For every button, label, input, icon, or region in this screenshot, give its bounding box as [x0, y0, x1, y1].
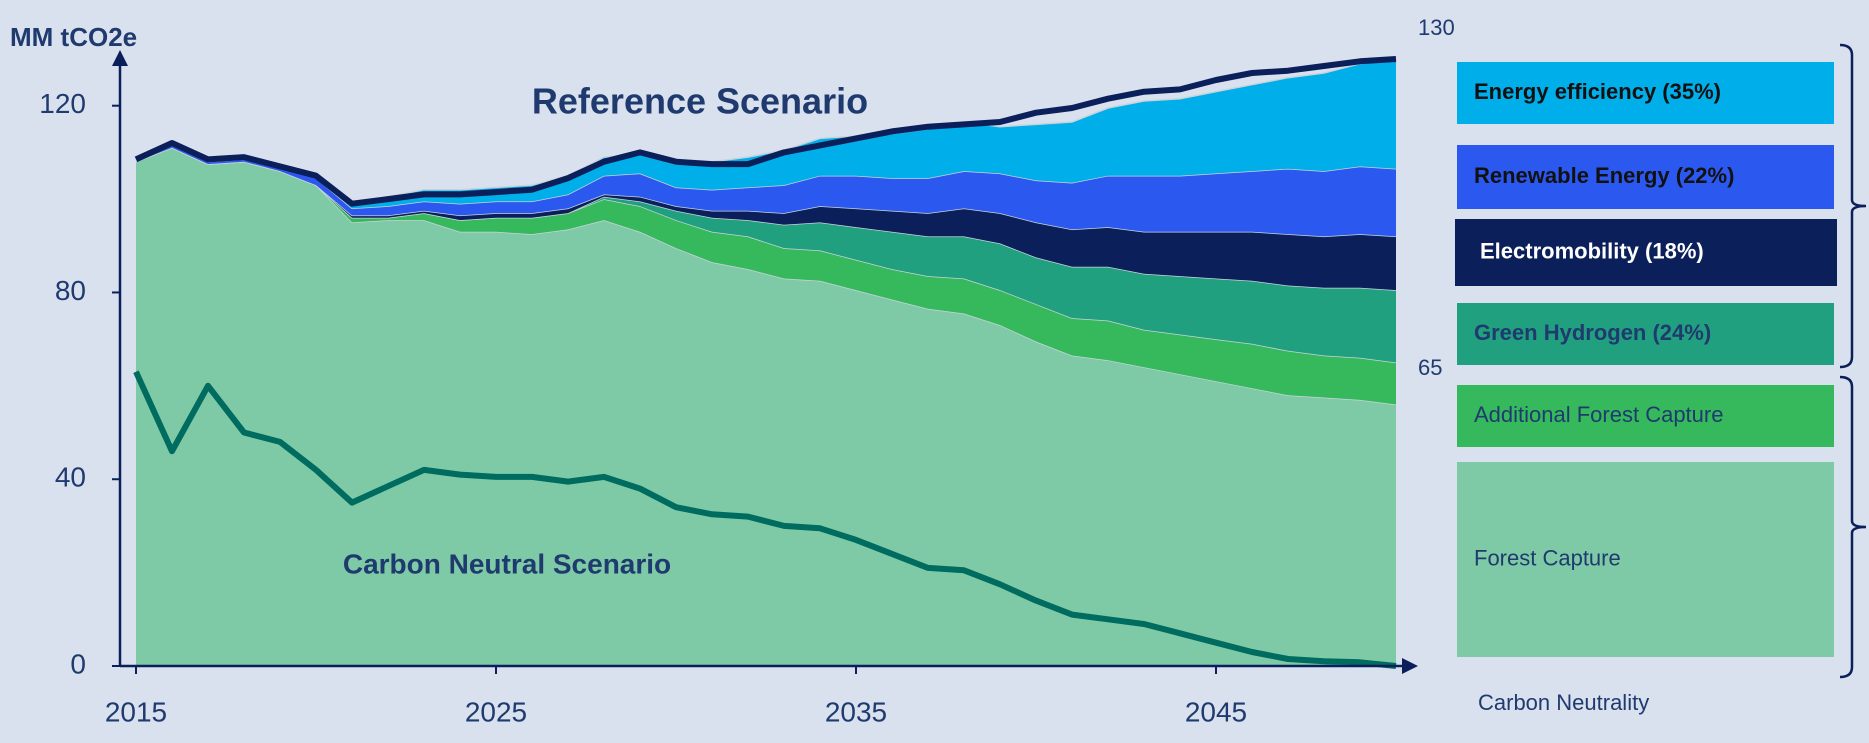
legend-label: Additional Forest Capture: [1474, 402, 1723, 427]
legend-label: Forest Capture: [1474, 545, 1621, 570]
area: [136, 59, 1396, 209]
area: [136, 147, 1396, 291]
y-axis-arrow: [112, 50, 128, 66]
plot-area: [133, 56, 1397, 669]
y-tick-label: 0: [70, 648, 86, 679]
legend-swatch: [1457, 145, 1834, 209]
line: [133, 370, 1397, 669]
x-tick-label: 2035: [825, 696, 887, 727]
area: [136, 147, 1396, 363]
bracket-label: 130: [1418, 15, 1455, 40]
chart-title: Reference Scenario: [532, 81, 868, 122]
y-axis-label: MM tCO2e: [10, 22, 137, 52]
legend-label: Renewable Energy (22%): [1474, 163, 1734, 188]
legend-label: Electromobility (18%): [1480, 238, 1704, 263]
x-tick-label: 2025: [465, 696, 527, 727]
area: [136, 145, 1396, 237]
footer-label: Carbon Neutrality: [1478, 690, 1649, 715]
legend-swatch: [1457, 62, 1834, 124]
legend-swatch: [1457, 385, 1834, 447]
legend-swatch: [1457, 462, 1834, 657]
y-tick-label: 120: [39, 88, 86, 119]
y-tick-label: 40: [55, 462, 86, 493]
line: [134, 56, 1397, 207]
bracket: [1839, 375, 1867, 679]
area: [136, 147, 1396, 666]
area: [136, 147, 1396, 405]
x-axis-arrow: [1402, 658, 1418, 674]
legend-label: Green Hydrogen (24%): [1474, 320, 1711, 345]
legend-swatch: [1455, 219, 1837, 286]
legend-label: Energy efficiency (35%): [1474, 79, 1721, 104]
x-tick-label: 2045: [1185, 696, 1247, 727]
x-tick-label: 2015: [105, 696, 167, 727]
bracket-label: 65: [1418, 355, 1442, 380]
legend-swatch: [1457, 303, 1834, 365]
bracket: [1839, 43, 1867, 369]
line-label: Carbon Neutral Scenario: [343, 548, 671, 579]
y-tick-label: 80: [55, 275, 86, 306]
